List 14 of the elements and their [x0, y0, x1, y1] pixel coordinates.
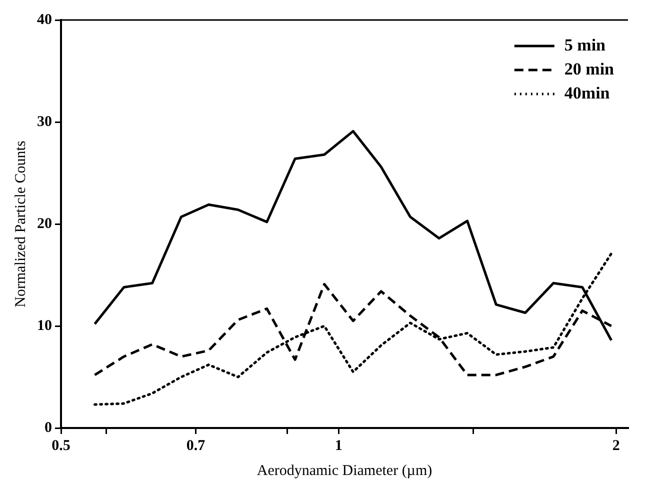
- y-tick-label: 40: [37, 12, 52, 28]
- x-tick-label: 2: [612, 438, 620, 454]
- y-tick-label: 20: [37, 216, 52, 232]
- y-tick-label: 0: [44, 420, 52, 436]
- legend-label: 20 min: [564, 59, 615, 78]
- x-tick-label: 0.7: [186, 438, 206, 454]
- x-tick-label: 0.5: [52, 438, 70, 454]
- y-tick-label: 10: [37, 318, 52, 334]
- y-axis-title: Normalized Particle Counts: [12, 140, 29, 308]
- x-tick-label: 1: [334, 438, 342, 454]
- x-axis-title: Aerodynamic Diameter (µm): [256, 462, 432, 479]
- legend-label: 40min: [564, 83, 610, 102]
- y-tick-label: 30: [37, 114, 52, 130]
- legend-label: 5 min: [564, 35, 606, 54]
